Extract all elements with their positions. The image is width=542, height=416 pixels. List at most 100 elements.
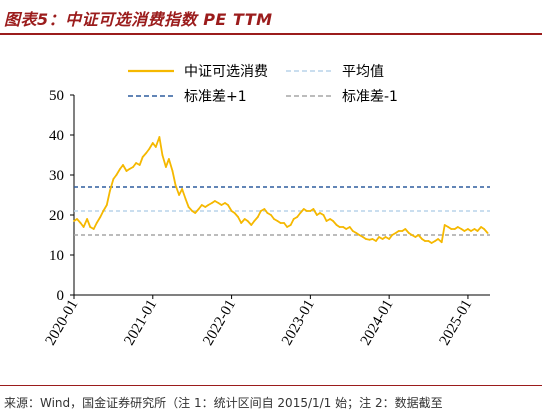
legend-label: 标准差+1 — [184, 89, 247, 105]
pe-ttm-point — [230, 210, 233, 212]
pe-ttm-point — [233, 212, 236, 214]
pe-ttm-point — [348, 226, 351, 228]
pe-ttm-point — [410, 234, 413, 236]
pe-ttm-point — [388, 238, 391, 240]
legend-label: 平均值 — [342, 64, 384, 80]
pe-ttm-point — [171, 170, 174, 172]
x-tick-label: 2024-01 — [358, 297, 397, 348]
pe-ttm-point — [470, 230, 472, 232]
pe-ttm-point — [450, 228, 453, 230]
pe-ttm-point — [256, 216, 259, 218]
pe-ttm-point — [237, 216, 240, 218]
pe-ttm-point — [119, 168, 121, 170]
pe-ttm-point — [181, 188, 183, 190]
pe-ttm-point — [76, 218, 78, 220]
pe-ttm-point — [414, 236, 417, 238]
pe-ttm-point — [456, 226, 459, 228]
y-tick-label: 0 — [57, 288, 65, 304]
pe-ttm-series-line — [73, 136, 489, 244]
pe-ttm-point — [434, 240, 437, 242]
pe-ttm-point — [145, 152, 148, 154]
pe-ttm-point — [148, 148, 151, 150]
x-tick-label: 2022-01 — [200, 297, 239, 348]
pe-ttm-point — [391, 234, 394, 236]
pe-ttm-point — [463, 230, 466, 232]
y-tick-label: 30 — [49, 168, 64, 184]
pe-ttm-point — [86, 218, 89, 220]
pe-ttm-point — [161, 154, 164, 156]
pe-ttm-point — [486, 232, 489, 234]
pe-ttm-point — [286, 226, 289, 228]
pe-ttm-point — [165, 166, 167, 168]
source-bar: 来源：Wind，国金证券研究所（注 1：统计区间自 2015/1/1 始；注 2… — [0, 385, 542, 416]
pe-ttm-point — [319, 212, 321, 214]
source-note: 来源：Wind，国金证券研究所（注 1：统计区间自 2015/1/1 始；注 2… — [4, 396, 443, 410]
pe-ttm-point — [325, 220, 328, 222]
pe-ttm-point — [292, 218, 295, 220]
pe-ttm-point — [371, 238, 374, 240]
pe-ttm-point — [95, 222, 98, 224]
pe-ttm-point — [246, 220, 249, 222]
pe-ttm-point — [345, 228, 348, 230]
pe-ttm-point — [483, 228, 485, 230]
pe-ttm-point — [220, 204, 223, 206]
pe-ttm-point — [351, 230, 354, 232]
pe-ttm-point — [79, 222, 82, 224]
pe-ttm-point — [302, 208, 305, 210]
pe-ttm-point — [473, 228, 476, 230]
pe-ttm-point — [401, 230, 404, 232]
pe-ttm-point — [296, 216, 299, 218]
pe-ttm-point — [322, 214, 325, 216]
pe-ttm-point — [128, 168, 131, 170]
pe-ttm-point — [305, 210, 308, 212]
pe-ttm-point — [270, 214, 272, 216]
pe-ttm-point — [204, 206, 207, 208]
x-tick-label: 2020-01 — [43, 297, 82, 348]
pe-ttm-point — [394, 232, 397, 234]
x-tick-label: 2023-01 — [279, 297, 318, 348]
pe-ttm-point — [437, 238, 440, 240]
pe-ttm-point — [138, 164, 141, 166]
pe-ttm-point — [125, 170, 128, 172]
pe-ttm-point — [194, 212, 197, 214]
pe-ttm-point — [361, 236, 364, 238]
y-tick-label: 50 — [49, 88, 64, 104]
pe-ttm-point — [460, 228, 463, 230]
pe-ttm-point — [102, 210, 105, 212]
pe-ttm-point — [443, 224, 446, 226]
pe-ttm-point — [355, 232, 358, 234]
pe-ttm-point — [266, 212, 269, 214]
pe-ttm-point — [210, 202, 213, 204]
pe-ttm-point — [329, 218, 331, 220]
pe-ttm-point — [338, 226, 341, 228]
pe-ttm-point — [217, 202, 220, 204]
pe-ttm-point — [112, 178, 115, 180]
pe-ttm-point — [224, 202, 226, 204]
pe-ttm-point — [417, 234, 420, 236]
pe-ttm-point — [253, 220, 256, 222]
pe-ttm-point — [73, 220, 75, 222]
pe-ttm-point — [191, 210, 194, 212]
x-tick-label: 2025-01 — [437, 297, 476, 348]
pe-ttm-chart: 0 10 20 30 40 50 2020-01 2021-01 2022-01 2023-01 2… — [43, 64, 490, 348]
pe-ttm-point — [381, 238, 384, 240]
pe-ttm-point — [309, 210, 312, 212]
pe-ttm-point — [99, 216, 102, 218]
pe-ttm-point — [178, 194, 180, 196]
pe-ttm-point — [316, 214, 318, 216]
pe-ttm-point — [365, 238, 367, 240]
pe-ttm-point — [289, 224, 292, 226]
pe-ttm-point — [273, 218, 275, 220]
pe-ttm-point — [424, 240, 426, 242]
pe-ttm-point — [342, 226, 345, 228]
pe-ttm-point — [447, 226, 450, 228]
pe-ttm-point — [476, 230, 479, 232]
pe-ttm-point — [187, 206, 190, 208]
pe-ttm-point — [132, 166, 134, 168]
pe-ttm-point — [168, 158, 170, 160]
pe-ttm-point — [122, 164, 124, 166]
pe-ttm-point — [332, 220, 334, 222]
chart-title: 图表5：中证可选消费指数 PE TTM — [4, 10, 273, 29]
pe-ttm-point — [283, 222, 286, 224]
